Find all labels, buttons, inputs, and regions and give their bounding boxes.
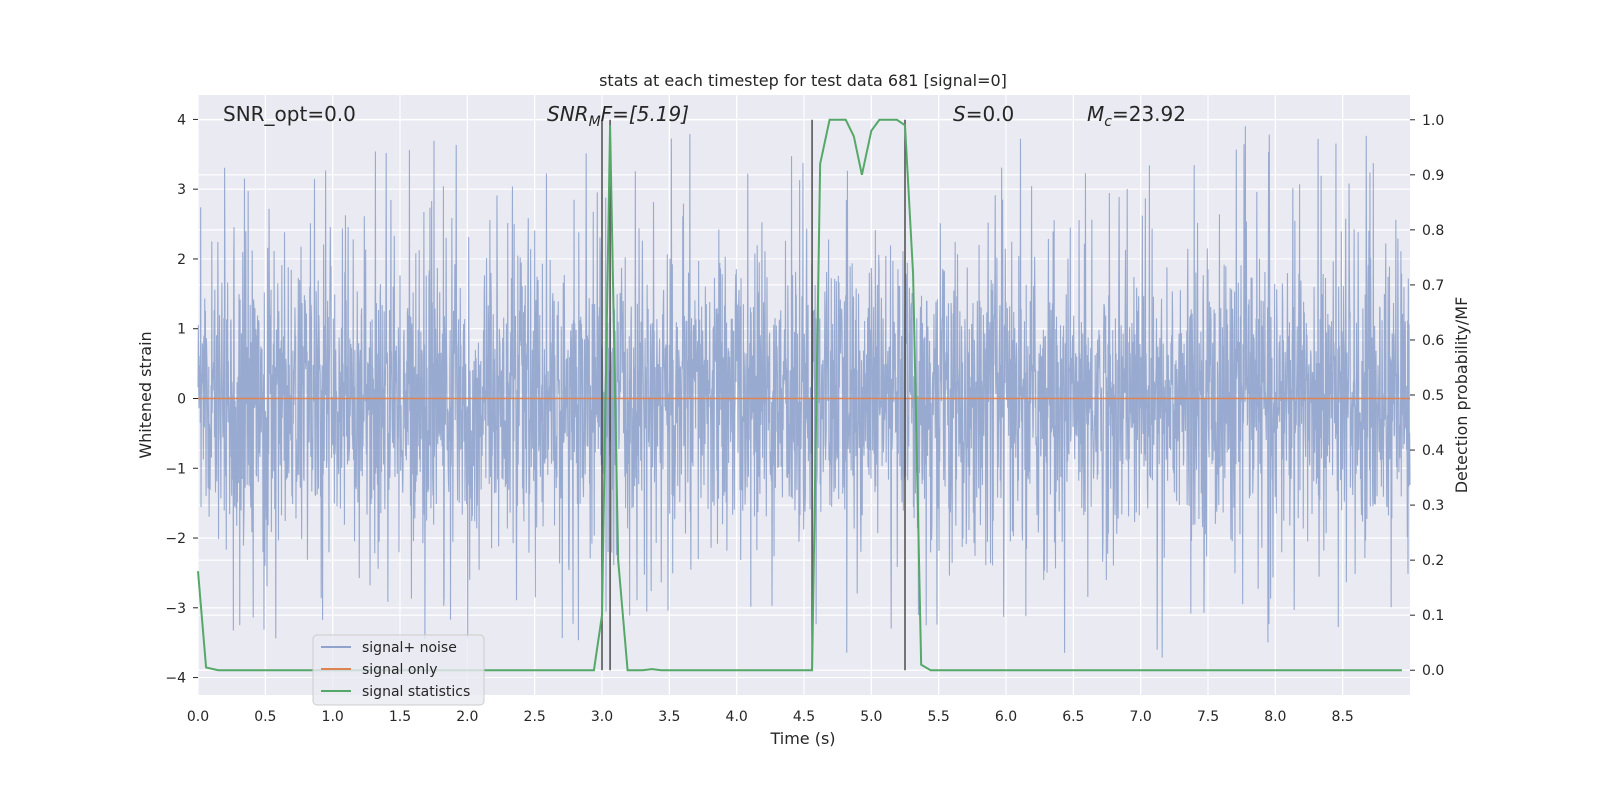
annotation-mc-rest: =23.92 [1112, 102, 1186, 126]
annotation-snr-mf: SNRMF=[5.19] [547, 102, 689, 130]
y-right-tick-label: 0.4 [1422, 443, 1444, 459]
x-tick-label: 5.5 [928, 709, 950, 725]
y-left-tick-label: 4 [177, 112, 186, 128]
y-right-tick-label: 0.5 [1422, 388, 1444, 404]
x-tick-label: 7.5 [1197, 709, 1219, 725]
x-tick-label: 7.0 [1130, 709, 1152, 725]
legend-label-signal-statistics: signal statistics [362, 684, 470, 700]
x-tick-label: 0.0 [187, 709, 209, 725]
x-tick-label: 8.0 [1264, 709, 1286, 725]
x-tick-label: 3.5 [658, 709, 680, 725]
y-left-tick-label: 3 [177, 182, 186, 198]
y-right-tick-label: 0.2 [1422, 553, 1444, 569]
x-tick-label: 4.0 [726, 709, 748, 725]
annotation-snr-mf-sub: M [589, 114, 601, 130]
y-right-tick-label: 1.0 [1422, 113, 1444, 129]
x-axis-label: Time (s) [769, 729, 835, 748]
y-left-tick-label: 0 [177, 391, 186, 407]
y-left-tick-label: −2 [165, 531, 186, 547]
x-tick-label: 1.5 [389, 709, 411, 725]
x-tick-label: 2.5 [524, 709, 546, 725]
annotation-s-rest: =0.0 [966, 102, 1015, 126]
y-right-tick-label: 0.0 [1422, 663, 1444, 679]
y-right-tick-label: 0.6 [1422, 333, 1444, 349]
y-right-tick-label: 0.7 [1422, 278, 1444, 294]
signal-noise-line [197, 126, 1411, 658]
x-tick-label: 2.0 [456, 709, 478, 725]
x-tick-label: 6.5 [1062, 709, 1084, 725]
x-tick-label: 0.5 [254, 709, 276, 725]
legend-label-signal-noise: signal+ noise [362, 640, 457, 656]
y-axis-right-label: Detection probability/MF [1452, 297, 1471, 494]
legend: signal+ noise signal only signal statist… [312, 634, 485, 706]
y-right-tick-label: 0.1 [1422, 608, 1444, 624]
annotation-snr-mf-rest: F=[5.19] [601, 102, 689, 126]
x-tick-label: 8.5 [1332, 709, 1354, 725]
annotation-snr-mf-main: SNR [547, 102, 589, 126]
annotation-s-main: S [953, 102, 966, 126]
annotations: SNR_opt=0.0 SNRMF=[5.19] S=0.0 Mc=23.92 [223, 102, 1186, 130]
y-left-tick-label: 2 [177, 252, 186, 268]
y-right-tick-label: 0.9 [1422, 168, 1444, 184]
legend-box [312, 634, 485, 706]
y-left-tick-label: −1 [165, 461, 186, 477]
y-right-tick-label: 0.3 [1422, 498, 1444, 514]
axes: 0.0 0.5 1.0 1.5 2.0 2.5 3.0 3.5 4.0 4.5 5.0 5.5 6.0 6… [165, 112, 1444, 725]
x-tick-label: 6.0 [995, 709, 1017, 725]
legend-label-signal-only: signal only [362, 662, 437, 678]
annotation-mc-main: M [1087, 102, 1104, 126]
x-tick-label: 1.0 [322, 709, 344, 725]
y-left-tick-label: −3 [165, 601, 186, 617]
x-tick-label: 5.0 [860, 709, 882, 725]
y-right-tick-label: 0.8 [1422, 223, 1444, 239]
chart-title: stats at each timestep for test data 681… [599, 71, 1007, 90]
y-axis-left-label: Whitened strain [136, 331, 155, 458]
x-tick-label: 4.5 [793, 709, 815, 725]
annotation-mc-sub: c [1104, 114, 1112, 130]
y-left-tick-label: 1 [177, 322, 186, 338]
signal-noise-series [197, 126, 1411, 658]
annotation-s: S=0.0 [953, 102, 1014, 126]
x-tick-label: 3.0 [591, 709, 613, 725]
annotation-mc: Mc=23.92 [1087, 102, 1186, 130]
y-left-tick-label: −4 [165, 671, 186, 687]
annotation-snr-opt: SNR_opt=0.0 [223, 102, 356, 126]
